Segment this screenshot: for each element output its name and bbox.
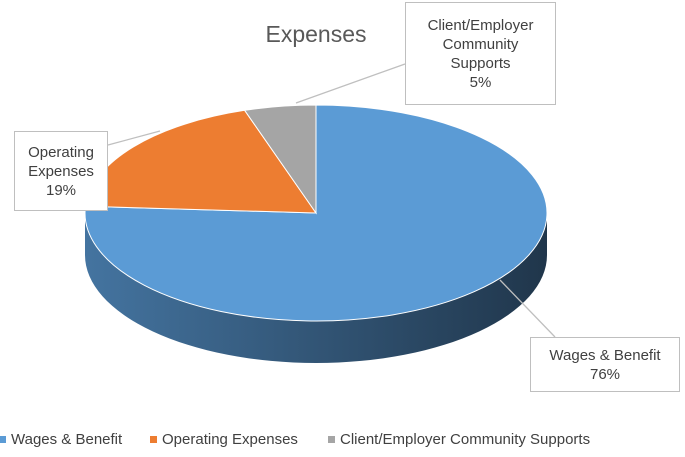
legend-marker bbox=[0, 436, 6, 443]
label-text: Client/Employer Community Supports bbox=[427, 16, 534, 72]
legend-marker bbox=[328, 436, 335, 443]
label-text: Operating Expenses bbox=[28, 143, 94, 180]
data-label-box: Operating Expenses 19% bbox=[14, 131, 108, 211]
data-label-box: Client/Employer Community Supports 5% bbox=[405, 2, 556, 105]
leader-line bbox=[499, 279, 556, 338]
label-text: 76% bbox=[589, 365, 621, 383]
legend-label: Operating Expenses bbox=[162, 431, 298, 448]
legend-marker bbox=[150, 436, 157, 443]
slice-side bbox=[85, 213, 547, 363]
leader-line bbox=[107, 130, 161, 146]
legend-label: Wages & Benefit bbox=[11, 431, 123, 448]
slice bbox=[243, 104, 317, 215]
label-text: Wages & Benefit bbox=[549, 346, 661, 364]
label-text: 19% bbox=[45, 181, 77, 199]
data-label-box: Wages & Benefit 76% bbox=[530, 337, 680, 392]
legend-label: Client/Employer Community Supports bbox=[340, 431, 590, 448]
chart-title: Expenses bbox=[265, 21, 366, 47]
leader-line bbox=[295, 63, 406, 104]
label-text: 5% bbox=[469, 73, 492, 91]
